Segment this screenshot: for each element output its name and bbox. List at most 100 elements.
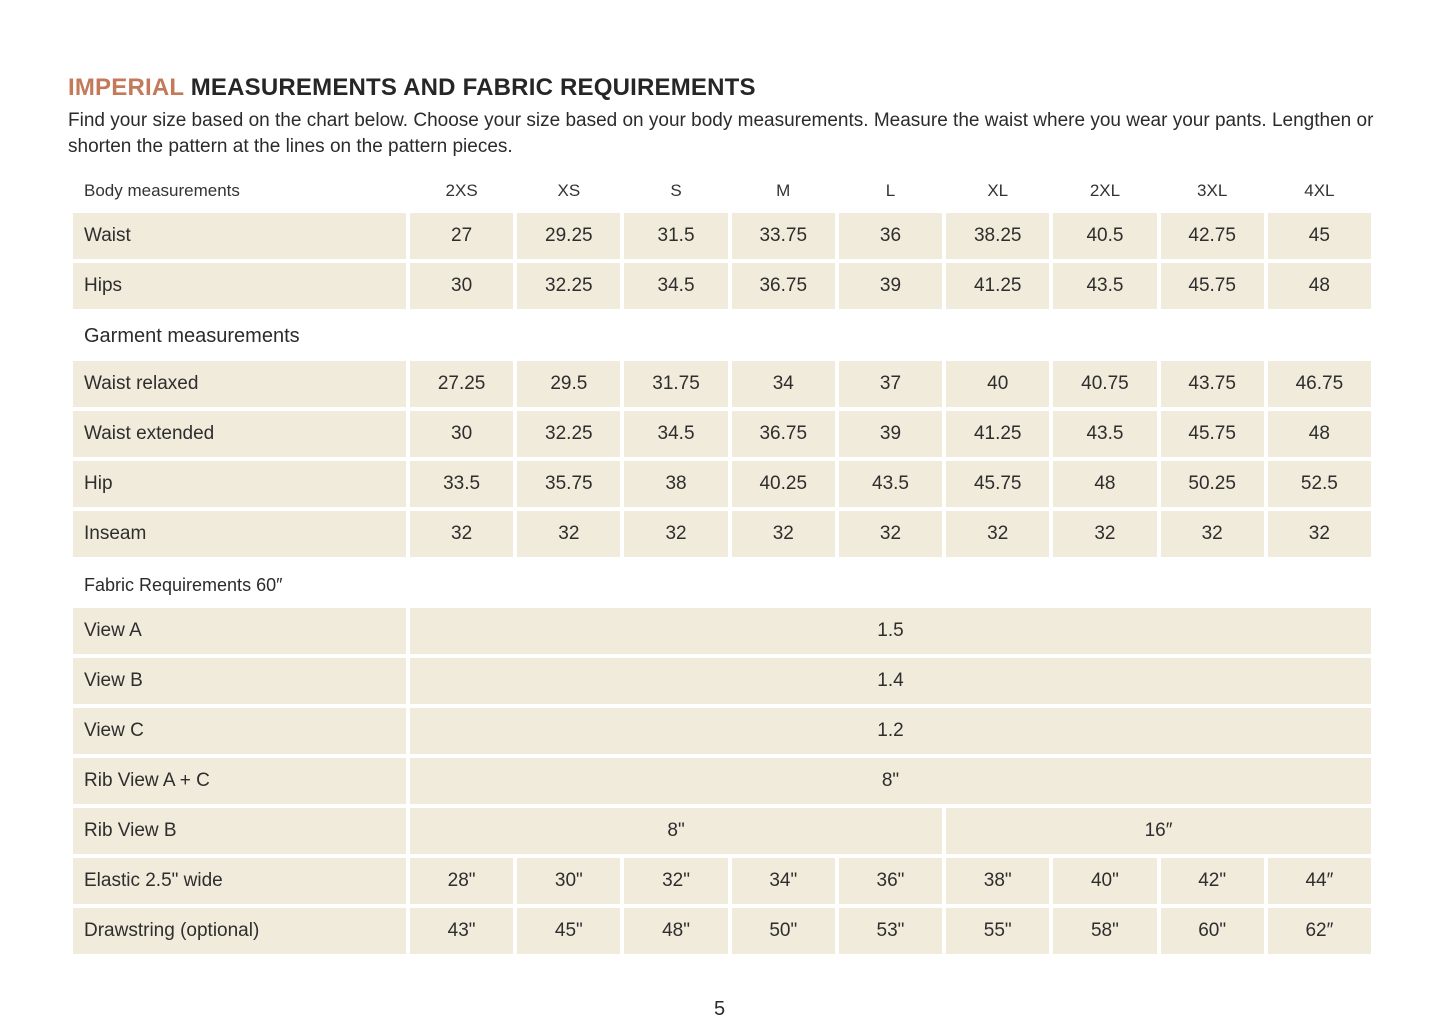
measurement-cell: 43.5: [1053, 411, 1157, 457]
measurement-cell: 32: [838, 511, 943, 557]
measurement-cell: 50": [731, 908, 835, 954]
measurement-cell: 36: [838, 213, 943, 259]
measurement-cell: 30: [410, 411, 514, 457]
size-column-header-2xs: 2XS: [445, 181, 478, 200]
measurement-cell: 43.5: [838, 461, 943, 507]
measurement-cell: 31.75: [624, 361, 728, 407]
measurement-cell: 36": [838, 858, 943, 904]
row-label-waist-extended: Waist extended: [73, 411, 406, 457]
row-label-inseam: Inseam: [73, 511, 406, 557]
measurement-cell: 32: [1267, 511, 1371, 557]
size-chart: Body measurements 2XS XS S M L XL 2XL 3X…: [73, 176, 1371, 954]
measurement-cell: 52.5: [1267, 461, 1371, 507]
measurement-cell: 38.25: [946, 213, 1050, 259]
measurement-cell: 39: [838, 411, 943, 457]
row-label-view-c: View C: [73, 708, 406, 754]
measurement-cell: 32: [731, 511, 835, 557]
measurement-cell: 43.5: [1053, 263, 1157, 309]
garment-measurements-rows: Waist relaxed 27.25 29.5 31.75 34 37 40 …: [73, 361, 1371, 557]
measurement-cell: 27.25: [410, 361, 514, 407]
measurement-cell-span: 1.2: [410, 708, 1371, 754]
page-title-rest: MEASUREMENTS AND FABRIC REQUIREMENTS: [183, 74, 756, 101]
size-column-header-4xl: 4XL: [1304, 181, 1335, 200]
measurement-cell: 33.5: [410, 461, 514, 507]
body-measurements-header: Body measurements: [84, 181, 240, 200]
measurement-cell-span: 1.4: [410, 658, 1371, 704]
size-column-header-xs: XS: [557, 181, 581, 200]
measurement-cell: 29.25: [517, 213, 621, 259]
measurement-cell-span: 1.5: [410, 608, 1371, 654]
measurement-cell: 41.25: [946, 263, 1050, 309]
measurement-cell: 55": [946, 908, 1050, 954]
measurement-cell: 50.25: [1160, 461, 1264, 507]
size-column-header-2xl: 2XL: [1089, 181, 1121, 200]
measurement-cell: 37: [838, 361, 943, 407]
page-title: IMPERIAL MEASUREMENTS AND FABRIC REQUIRE…: [68, 74, 1377, 102]
measurement-cell: 36.75: [731, 411, 835, 457]
measurement-cell: 62″: [1267, 908, 1371, 954]
measurement-cell: 34": [731, 858, 835, 904]
measurement-cell: 40.75: [1053, 361, 1157, 407]
garment-measurements-heading: Garment measurements: [84, 325, 300, 347]
measurement-cell: 36.75: [731, 263, 835, 309]
measurement-cell: 46.75: [1267, 361, 1371, 407]
measurement-cell: 39: [838, 263, 943, 309]
row-label-elastic: Elastic 2.5" wide: [73, 858, 406, 904]
measurement-cell: 38": [946, 858, 1050, 904]
measurement-cell: 32: [624, 511, 728, 557]
row-label-rib-view-a-c: Rib View A + C: [73, 758, 406, 804]
measurement-cell: 33.75: [731, 213, 835, 259]
measurement-cell: 38: [624, 461, 728, 507]
size-column-header-xl: XL: [987, 181, 1009, 200]
measurement-cell: 41.25: [946, 411, 1050, 457]
measurement-cell: 34: [731, 361, 835, 407]
row-label-waist: Waist: [73, 213, 406, 259]
measurement-cell: 32.25: [517, 411, 621, 457]
fabric-requirements-rows: View A 1.5 View B 1.4 View C 1.2 Rib Vie…: [73, 608, 1371, 954]
page-number: 5: [713, 998, 726, 1020]
measurement-cell: 34.5: [624, 411, 728, 457]
measurement-cell: 44″: [1267, 858, 1371, 904]
measurement-cell: 32.25: [517, 263, 621, 309]
row-label-hip: Hip: [73, 461, 406, 507]
measurement-cell: 45": [517, 908, 621, 954]
measurement-cell: 30: [410, 263, 514, 309]
measurement-cell: 40.5: [1053, 213, 1157, 259]
measurement-cell: 32: [517, 511, 621, 557]
page-title-accent: IMPERIAL: [68, 74, 184, 101]
size-column-header-3xl: 3XL: [1197, 181, 1228, 200]
measurement-cell: 29.5: [517, 361, 621, 407]
measurement-cell: 32: [1053, 511, 1157, 557]
measurement-cell: 53": [838, 908, 943, 954]
measurement-cell: 45.75: [1160, 411, 1264, 457]
measurement-cell: 58": [1053, 908, 1157, 954]
measurement-cell: 32: [946, 511, 1050, 557]
row-label-view-a: View A: [73, 608, 406, 654]
measurement-cell: 43": [410, 908, 514, 954]
fabric-requirements-heading: Fabric Requirements 60″: [84, 575, 283, 595]
measurement-cell: 45.75: [946, 461, 1050, 507]
measurement-cell: 48: [1267, 263, 1371, 309]
row-label-waist-relaxed: Waist relaxed: [73, 361, 406, 407]
measurement-cell: 28": [410, 858, 514, 904]
intro-paragraph: Find your size based on the chart below.…: [68, 110, 1374, 157]
row-label-drawstring: Drawstring (optional): [73, 908, 406, 954]
row-label-rib-view-b: Rib View B: [73, 808, 406, 854]
measurement-cell: 48: [1053, 461, 1157, 507]
size-column-header-l: L: [885, 181, 896, 200]
measurement-cell: 40.25: [731, 461, 835, 507]
measurement-cell: 40": [1053, 858, 1157, 904]
body-measurements-rows: Waist 27 29.25 31.5 33.75 36 38.25 40.5 …: [73, 213, 1371, 309]
measurement-cell: 45: [1267, 213, 1371, 259]
measurement-cell-span-right: 16″: [946, 808, 1371, 854]
size-header-row: Body measurements 2XS XS S M L XL 2XL 3X…: [73, 176, 1371, 206]
measurement-cell: 42": [1160, 858, 1264, 904]
measurement-cell: 32: [1160, 511, 1264, 557]
size-column-header-m: M: [776, 181, 791, 200]
row-label-hips: Hips: [73, 263, 406, 309]
measurement-cell: 31.5: [624, 213, 728, 259]
measurement-cell: 30": [517, 858, 621, 904]
measurement-cell: 48: [1267, 411, 1371, 457]
measurement-cell: 27: [410, 213, 514, 259]
